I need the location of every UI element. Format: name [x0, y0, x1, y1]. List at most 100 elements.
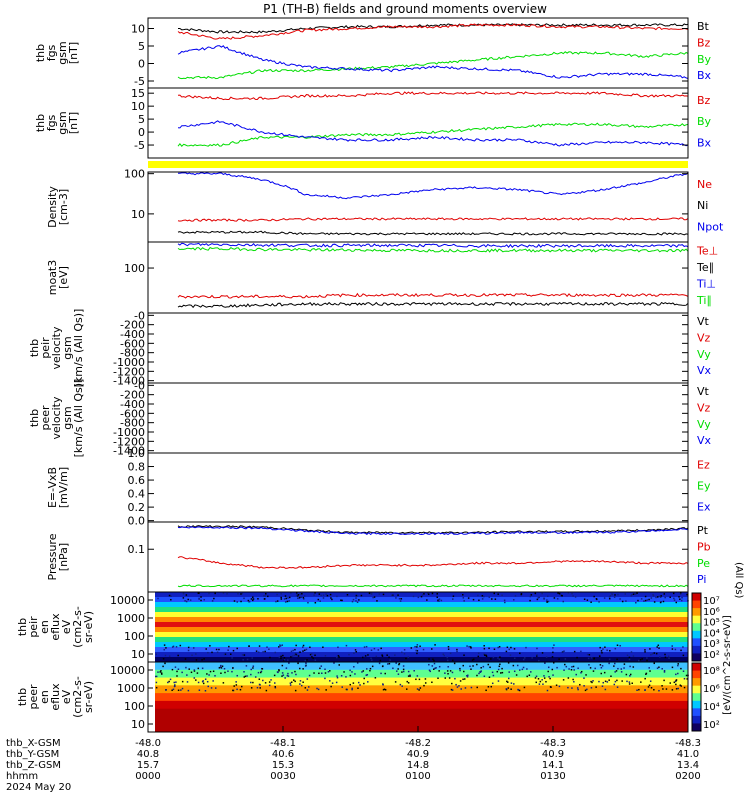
legend-label: Pe — [697, 557, 710, 570]
spectrogram-speckle — [221, 665, 224, 667]
spectrogram-speckle — [625, 600, 627, 602]
spectrogram-speckle — [536, 655, 538, 657]
spectrogram-speckle — [181, 687, 184, 690]
spectrogram-speckle — [252, 665, 255, 667]
spectrogram-speckle — [170, 598, 172, 601]
spectrogram-speckle — [609, 595, 612, 597]
spectrogram-speckle — [596, 598, 598, 601]
spectrogram-speckle — [567, 677, 570, 679]
spectrogram-speckle — [638, 688, 640, 691]
spectrogram-speckle — [604, 646, 606, 648]
spectrogram-speckle — [632, 655, 635, 657]
spectrogram-speckle — [250, 668, 252, 671]
spectrogram-speckle — [428, 658, 430, 660]
spectrogram-speckle — [362, 670, 365, 672]
spectrogram-speckle — [431, 648, 433, 650]
spectrogram-speckle — [416, 688, 419, 690]
spectrogram-speckle — [182, 592, 185, 594]
spectrogram-speckle — [187, 646, 190, 649]
spectrogram-speckle — [452, 595, 455, 597]
series-line-Npot — [178, 172, 689, 200]
spectrogram-speckle — [281, 644, 284, 646]
spectrogram-speckle — [416, 646, 418, 648]
y-tick-label: 10 — [131, 100, 145, 113]
legend-label: Bz — [697, 94, 711, 107]
spectrogram-speckle — [297, 594, 300, 596]
spectrogram-speckle — [444, 677, 447, 679]
spectrogram-speckle — [587, 657, 590, 660]
spectrogram-speckle — [231, 657, 233, 659]
spectrogram-speckle — [190, 671, 193, 674]
spectrogram-speckle — [321, 672, 323, 674]
spectrogram-speckle — [637, 659, 640, 662]
spectrogram-speckle — [636, 592, 638, 594]
colorbar-segment — [692, 670, 701, 679]
spectrogram-speckle — [316, 687, 318, 690]
spectrogram-speckle — [302, 644, 305, 647]
spectrogram-speckle — [345, 676, 347, 678]
spectrogram-speckle — [351, 688, 353, 691]
spectrogram-speckle — [492, 674, 495, 677]
spectrogram-speckle — [384, 689, 387, 691]
spectrogram-speckle — [336, 676, 339, 679]
spectrogram-speckle — [653, 662, 656, 665]
spectrogram-speckle — [191, 654, 193, 657]
spectrogram-speckle — [218, 667, 221, 669]
spectrogram-speckle — [286, 600, 289, 603]
spectrogram-speckle — [653, 652, 656, 654]
colorbar-segment — [692, 593, 701, 602]
spectrogram-speckle — [645, 673, 647, 675]
spectrogram-speckle — [383, 688, 386, 690]
y-tick-label: -1400 — [113, 375, 145, 388]
spectrogram-speckle — [172, 645, 175, 648]
spectrogram-speckle — [369, 669, 371, 672]
spectrogram-speckle — [300, 596, 303, 599]
spectrogram-speckle — [472, 665, 474, 667]
spectrogram-speckle — [193, 669, 196, 671]
spectrogram-speckle — [242, 659, 244, 661]
spectrogram-speckle — [462, 664, 464, 667]
spectrogram-speckle — [162, 665, 164, 668]
spectrogram-speckle — [671, 645, 673, 647]
spectrogram-speckle — [244, 675, 247, 678]
spectrogram-speckle — [275, 600, 277, 603]
x-row-value: -48.1 — [270, 738, 296, 749]
spectrogram-speckle — [668, 657, 670, 659]
spectrogram-speckle — [682, 670, 685, 672]
spectrogram-speckle — [203, 598, 205, 601]
x-row-value: -48.3 — [540, 738, 566, 749]
spectrogram-speckle — [268, 684, 271, 687]
spectrogram-speckle — [423, 684, 425, 687]
y-tick-label: 5 — [138, 40, 145, 53]
data-gap — [148, 662, 155, 732]
spectrogram-speckle — [407, 682, 410, 684]
spectrogram-speckle — [314, 592, 316, 594]
spectrogram-speckle — [549, 677, 551, 680]
spectrogram-speckle — [608, 658, 611, 661]
spectrogram-speckle — [501, 594, 503, 597]
spectrogram-speckle — [235, 681, 237, 683]
spectrogram-speckle — [623, 667, 625, 669]
spectrogram-speckle — [278, 646, 280, 648]
spectrogram-speckle — [505, 688, 508, 690]
spectrogram-speckle — [169, 678, 172, 681]
spectrogram-speckle — [274, 651, 277, 654]
spectrogram-speckle — [412, 595, 415, 598]
spectrogram-speckle — [416, 652, 418, 655]
spectrogram-speckle — [444, 672, 446, 674]
spectrogram-speckle — [506, 646, 509, 648]
spectrogram-speckle — [641, 658, 643, 660]
spectrogram-speckle — [477, 655, 480, 658]
spectrogram-speckle — [483, 647, 486, 650]
spectrogram-speckle — [571, 666, 573, 668]
spectrogram-speckle — [210, 687, 213, 689]
spectrogram-speckle — [309, 646, 311, 649]
spectrogram-speckle — [629, 665, 631, 668]
spectrogram-speckle — [171, 689, 173, 692]
spectrogram-speckle — [526, 675, 528, 678]
spectrogram-speckle — [485, 655, 488, 658]
spectrogram-speckle — [403, 649, 406, 651]
spectrogram-speckle — [233, 685, 235, 687]
spectrogram-speckle — [283, 656, 286, 659]
spectrogram-speckle — [195, 653, 197, 655]
